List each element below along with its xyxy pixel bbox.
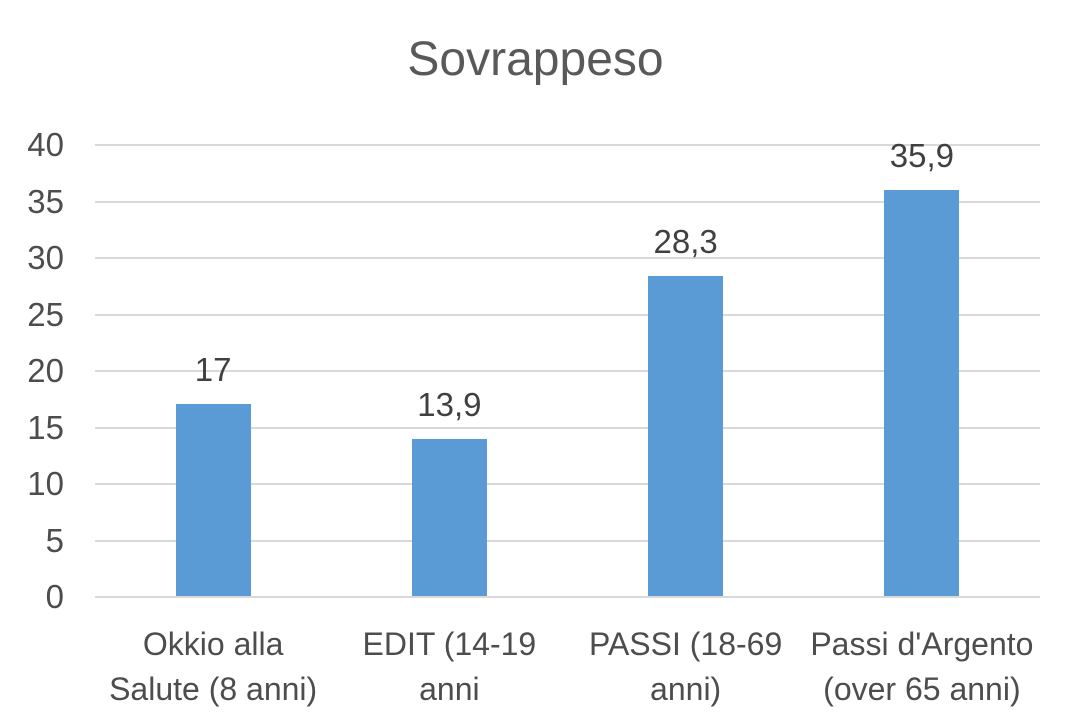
bar-value-label-0: 17 [194,350,232,388]
gridline-y-25 [95,313,1040,316]
gridline-y-0 [95,596,1040,598]
category-label-line: (over 65 anni) [823,671,1021,707]
gridline-y-5 [95,539,1040,542]
bar-0 [175,403,251,596]
category-label-line: anni [419,671,480,707]
chart-title: Sovrappeso [407,33,664,86]
bar-1 [411,438,487,596]
y-tick-label-5: 5 [45,521,64,559]
category-label-0: Okkio alla Salute (8 anni) [93,622,333,712]
bar-value-label-3: 35,9 [889,137,954,175]
category-label-line: Salute (8 anni) [109,671,318,707]
category-label-line: EDIT (14-19 [362,626,537,662]
gridline-y-20 [95,370,1040,372]
y-tick-label-40: 40 [27,126,64,163]
bar-3 [884,190,960,596]
category-label-2: PASSI (18-69 anni) [566,622,806,712]
bar-value-label-1: 13,9 [417,385,482,423]
category-label-line: Passi d'Argento [810,626,1034,662]
y-tick-label-20: 20 [27,352,64,389]
category-label-1: EDIT (14-19 anni [329,622,569,712]
gridline-y-30 [95,257,1040,259]
category-label-3: Passi d'Argento (over 65 anni) [802,622,1042,712]
bar-value-label-2: 28,3 [653,223,718,261]
y-tick-label-0: 0 [45,578,64,615]
gridline-y-10 [95,483,1040,485]
bar-2 [648,276,724,596]
y-tick-label-10: 10 [27,465,64,502]
y-tick-label-30: 30 [27,239,64,276]
y-tick-label-15: 15 [27,408,64,446]
category-label-line: anni) [650,671,722,707]
category-label-line: Okkio alla [142,626,284,662]
y-tick-label-25: 25 [27,295,64,333]
category-label-line: PASSI (18-69 [588,626,783,662]
plot-area: 17 13,9 28,3 35,9 [95,137,1040,598]
y-tick-label-35: 35 [27,182,64,220]
gridline-y-35 [95,200,1040,203]
gridline-y-40 [95,144,1040,146]
gridline-y-15 [95,426,1040,429]
